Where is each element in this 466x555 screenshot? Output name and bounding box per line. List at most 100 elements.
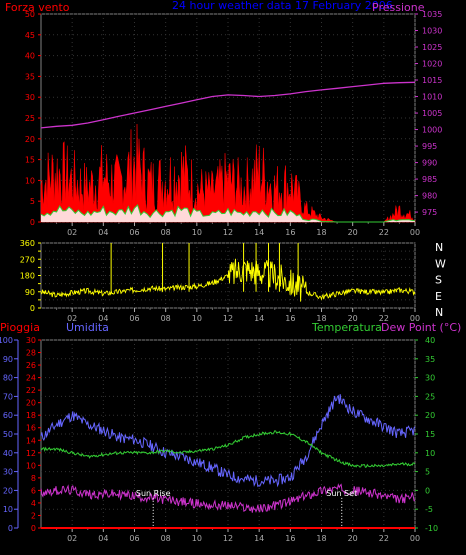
x-tick-label: 22 [379,228,389,237]
grid-lines [41,13,416,529]
x-tick-label: 10 [192,314,202,323]
temp-y-tick-label: 0 [425,486,430,495]
direction-y-tick-label: 360 [20,239,35,248]
x-tick-label: 08 [161,228,171,237]
wind-direction-line [40,258,416,302]
pressure-axis-title: Pressione [372,1,425,14]
rain-y-tick-label: 24 [26,374,36,383]
rain-y-tick-label: 28 [26,349,36,358]
wind-y-tick-label: 15 [25,156,35,165]
pressure-y-tick-label: 1035 [422,10,442,19]
rain-y-tick-label: 20 [26,399,36,408]
x-tick-label: 02 [67,228,77,237]
rain-y-tick-label: 26 [26,361,36,370]
rain-y-tick-label: 0 [31,524,36,533]
x-tick-label: 12 [223,228,233,237]
x-tick-label: 04 [98,228,108,237]
chart-marks: Sun Rise Sun Set [40,81,416,529]
humidity-y-tick-label: 0 [8,524,13,533]
direction-letter: N [435,241,443,254]
rain-y-tick-label: 22 [26,386,36,395]
x-tick-label: 16 [285,314,295,323]
humidity-y-tick-label: 50 [3,430,13,439]
rain-y-tick-label: 30 [26,336,36,345]
x-tick-label: 02 [67,314,77,323]
x-tick-label: 18 [316,534,326,543]
legend-humidity: Umidita [66,321,109,334]
humidity-y-tick-label: 10 [3,505,13,514]
x-tick-label: 04 [98,534,108,543]
temp-y-tick-label: 40 [425,336,435,345]
pressure-line [40,81,416,129]
dewpoint-line [40,483,415,513]
temp-y-tick-label: 35 [425,355,435,364]
direction-y-tick-label: 180 [20,272,35,281]
rain-y-tick-label: 10 [26,461,36,470]
temp-y-tick-label: 5 [425,468,430,477]
temp-y-tick-label: 15 [425,430,435,439]
x-tick-label: 20 [348,534,358,543]
wind-y-tick-label: 10 [25,176,35,185]
wind-average-area [41,205,415,222]
temp-y-tick-label: -5 [425,505,433,514]
temp-y-tick-label: 10 [425,449,435,458]
x-tick-label: 18 [316,228,326,237]
pressure-y-tick-label: 1005 [422,109,442,118]
direction-letter: N [435,306,443,319]
legend-rain: Pioggia [0,321,40,334]
x-tick-label: 16 [285,534,295,543]
x-tick-label: 08 [161,534,171,543]
sun-label: Sun Set [326,489,357,498]
rain-y-tick-label: 6 [31,486,36,495]
pressure-y-tick-label: 1000 [422,126,442,135]
direction-y-tick-label: 90 [25,288,35,297]
pressure-y-tick-label: 1020 [422,60,442,69]
humidity-y-tick-label: 30 [3,468,13,477]
legend-dewpoint: Dew Point (°C) [381,321,461,334]
temp-y-tick-label: 20 [425,411,435,420]
x-tick-label: 06 [129,228,139,237]
x-tick-label: 10 [192,228,202,237]
direction-letter: W [435,257,446,270]
pressure-y-tick-label: 1010 [422,93,442,102]
humidity-y-tick-label: 40 [3,449,13,458]
legend-temperature: Temperatura [311,321,382,334]
rain-y-tick-label: 14 [26,436,36,445]
x-tick-label: 02 [67,534,77,543]
x-tick-label: 18 [316,314,326,323]
rain-y-tick-label: 16 [26,424,36,433]
x-tick-label: 00 [410,534,420,543]
x-tick-label: 00 [410,314,420,323]
x-tick-label: 22 [379,534,389,543]
temp-y-tick-label: 30 [425,374,435,383]
wind-axis-title: Forza vento [5,1,70,14]
direction-y-tick-label: 270 [20,255,35,264]
rain-y-tick-label: 18 [26,411,36,420]
direction-letter: S [435,274,442,287]
x-tick-label: 04 [98,314,108,323]
x-tick-label: 08 [161,314,171,323]
temp-y-tick-label: 25 [425,392,435,401]
x-tick-label: 06 [129,534,139,543]
temperature-line [40,430,416,468]
wind-y-tick-label: 40 [25,52,35,61]
x-tick-label: 22 [379,314,389,323]
x-tick-label: 16 [285,228,295,237]
humidity-y-tick-label: 90 [3,355,13,364]
wind-average-line [40,204,416,223]
temp-y-tick-label: -10 [425,524,438,533]
wind-y-tick-label: 50 [25,10,35,19]
humidity-y-tick-label: 100 [0,336,13,345]
wind-y-tick-label: 45 [25,31,35,40]
direction-letter: E [435,290,442,303]
pressure-y-tick-label: 995 [422,142,437,151]
wind-y-tick-label: 5 [30,197,35,206]
rain-y-tick-label: 2 [31,511,36,520]
humidity-line [40,394,416,488]
chart-main-title: 24 hour weather data 17 February 2006 [172,0,393,12]
humidity-y-tick-label: 70 [3,392,13,401]
pressure-y-tick-label: 1025 [422,43,442,52]
